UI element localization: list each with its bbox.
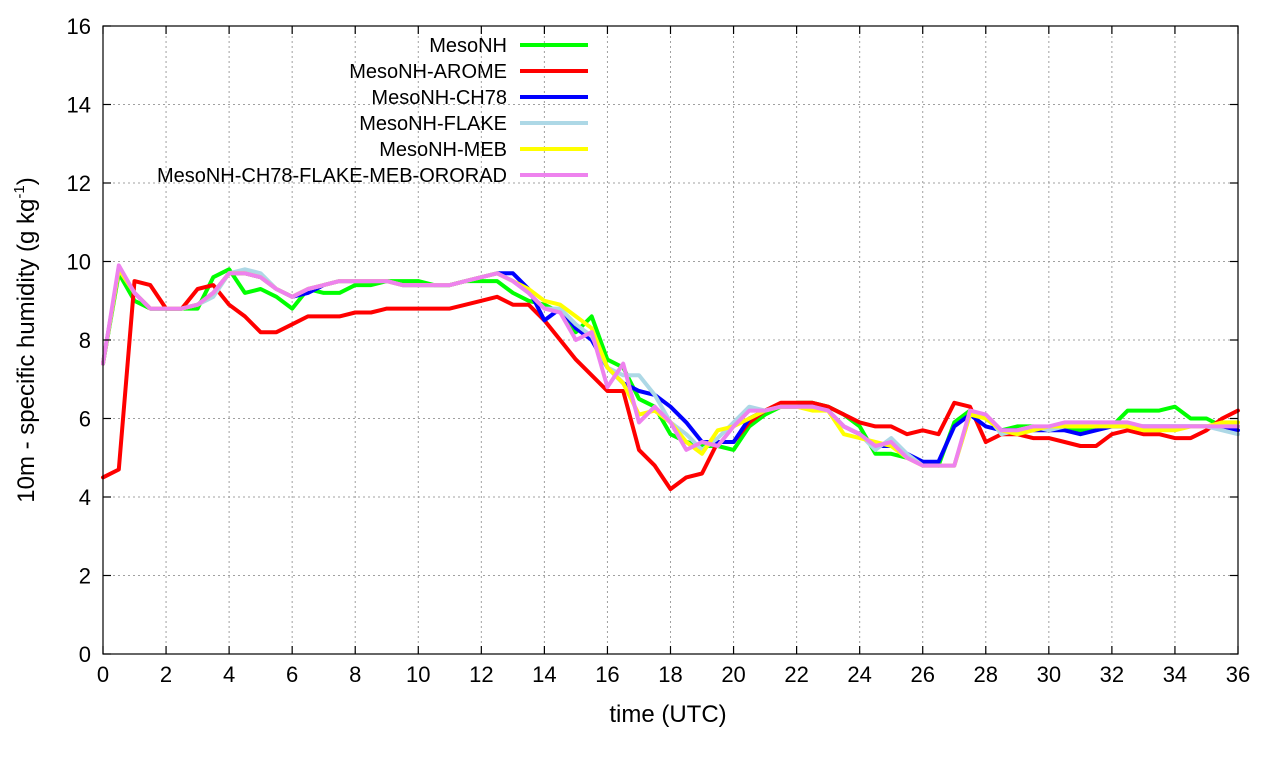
x-tick-label: 4: [223, 662, 235, 687]
legend-label-mesonh-meb: MesoNH-MEB: [379, 139, 507, 161]
series-lines: [101, 263, 1240, 492]
x-tick-label: 12: [469, 662, 493, 687]
legend: MesoNH MesoNH-AROME MesoNH-CH78 MesoNH-FLAK…: [157, 35, 588, 187]
legend-label-mesonh-ch78-flake-meb-ororad: MesoNH-CH78-FLAKE-MEB-ORORAD: [157, 165, 507, 187]
x-tick-label: 10: [406, 662, 430, 687]
x-tick-label: 26: [910, 662, 934, 687]
y-tick-label: 10: [67, 250, 91, 275]
y-tick-label: 4: [79, 485, 91, 510]
y-axis-label-main: 10m - specific humidity (g kg: [13, 199, 40, 503]
y-tick-label: 8: [79, 328, 91, 353]
legend-label-mesonh-flake: MesoNH-FLAKE: [359, 113, 507, 135]
x-tick-label: 20: [721, 662, 745, 687]
y-tick-label: 0: [79, 642, 91, 667]
x-tick-label: 36: [1226, 662, 1250, 687]
y-tick-label: 2: [79, 564, 91, 589]
legend-label-mesonh-arome: MesoNH-AROME: [349, 61, 507, 83]
x-tick-label: 14: [532, 662, 556, 687]
y-axis-label-sup: -1: [11, 185, 28, 198]
x-tick-label: 34: [1163, 662, 1187, 687]
x-tick-label: 24: [847, 662, 871, 687]
x-tick-label: 0: [97, 662, 109, 687]
x-tick-label: 6: [286, 662, 298, 687]
y-tick-label: 12: [67, 171, 91, 196]
y-axis-label: 10m - specific humidity (g kg-1): [11, 177, 40, 502]
x-tick-label: 16: [595, 662, 619, 687]
x-tick-label: 18: [658, 662, 682, 687]
x-tick-label: 32: [1100, 662, 1124, 687]
legend-label-mesonh-ch78: MesoNH-CH78: [371, 87, 507, 109]
x-tick-label: 30: [1037, 662, 1061, 687]
x-tick-label: 2: [160, 662, 172, 687]
grid: [103, 26, 1238, 654]
y-tick-label: 16: [67, 14, 91, 39]
x-axis-label: time (UTC): [609, 701, 726, 728]
y-tick-label: 6: [79, 407, 91, 432]
x-tick-label: 28: [974, 662, 998, 687]
y-tick-label: 14: [67, 93, 91, 118]
x-tick-label: 22: [784, 662, 808, 687]
y-axis-label-suffix: ): [13, 177, 40, 185]
axis-ticks: 0 2 4 6 8 10 12 14 16 18 20 22 24 26 28 30 32 34 360246810…: [67, 14, 1251, 687]
series-line-mesonh-ch78-flake-meb-ororad: [101, 263, 1240, 468]
x-tick-label: 8: [349, 662, 361, 687]
legend-label-mesonh: MesoNH: [429, 35, 507, 57]
series-line-mesonh-arome: [101, 279, 1240, 492]
